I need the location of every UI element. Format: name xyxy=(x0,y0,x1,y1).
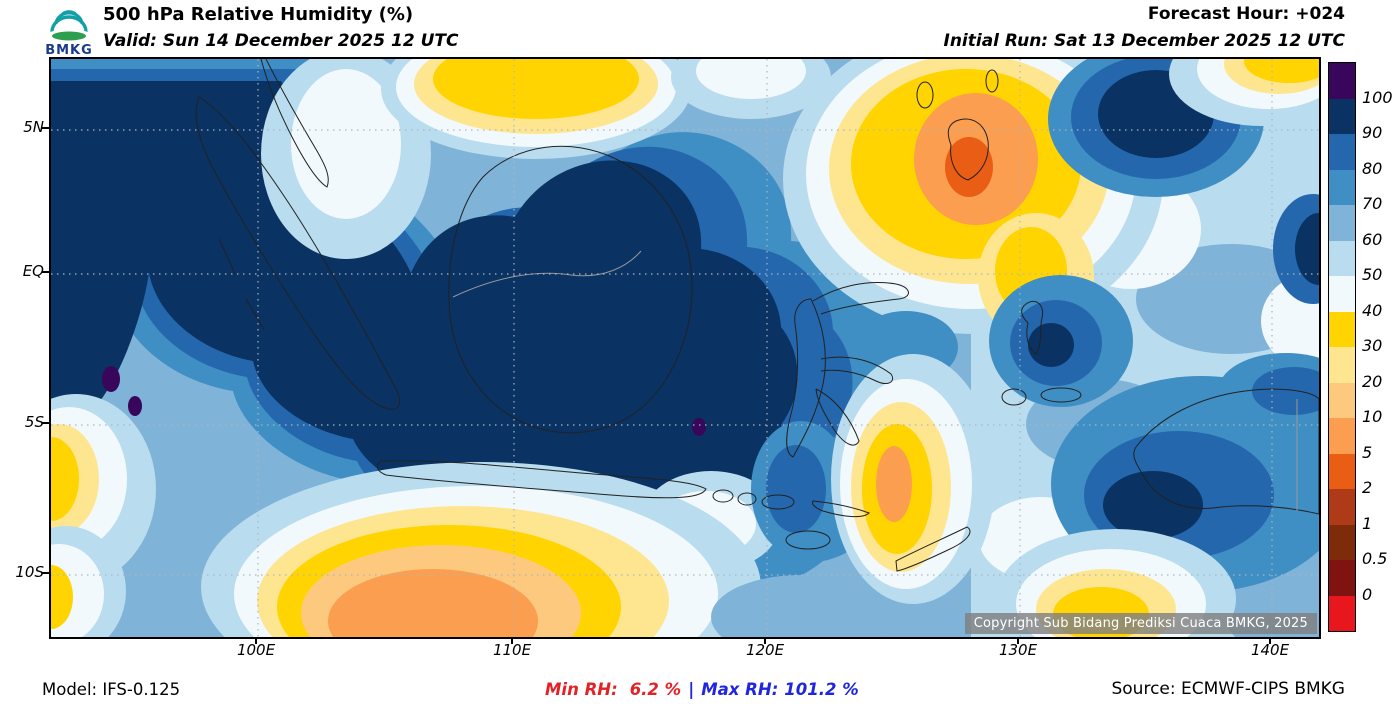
colorbar-segment xyxy=(1329,382,1355,418)
lat-label-5S: 5S xyxy=(24,413,44,431)
colorbar-label-30: 30 xyxy=(1362,336,1383,355)
lat-tick xyxy=(42,422,49,424)
colorbar-label-0: 0 xyxy=(1362,584,1373,604)
colorbar-segment xyxy=(1329,595,1355,631)
colorbar-segment xyxy=(1329,205,1355,241)
colorbar-label-50: 50 xyxy=(1362,265,1383,284)
lon-tick xyxy=(255,637,257,644)
lat-tick xyxy=(42,271,49,273)
lat-label-EQ: EQ xyxy=(22,262,44,280)
bmkg-logo-emblem xyxy=(48,10,90,41)
colorbar-segment xyxy=(1329,240,1355,276)
lat-tick xyxy=(42,572,49,574)
colorbar-segment xyxy=(1329,453,1355,489)
colorbar-label-60: 60 xyxy=(1362,229,1383,249)
lat-label-10S: 10S xyxy=(15,563,44,581)
colorbar-segment xyxy=(1329,489,1355,525)
page-title: 500 hPa Relative Humidity (%) xyxy=(103,4,414,25)
forecast-hour-label: Forecast Hour: +024 xyxy=(1147,4,1345,24)
colorbar-segment xyxy=(1329,347,1355,383)
colorbar-segment xyxy=(1329,524,1355,560)
colorbar-label-100: 100 xyxy=(1362,87,1393,107)
colorbar-label-20: 20 xyxy=(1362,371,1383,391)
lon-label-120E: 120E xyxy=(745,641,785,659)
header-right: Forecast Hour: +024 Initial Run: Sat 13 … xyxy=(944,4,1346,51)
colorbar-segment xyxy=(1329,418,1355,454)
lon-label-130E: 130E xyxy=(998,641,1038,659)
colorbar-segment xyxy=(1329,98,1355,134)
colorbar-label-80: 80 xyxy=(1362,158,1383,178)
min-rh-label: Min RH: xyxy=(545,680,618,699)
map-area: Copyright Sub Bidang Prediksi Cuaca BMKG… xyxy=(49,57,1321,639)
colorbar-label-70: 70 xyxy=(1362,194,1383,213)
lat-label-5N: 5N xyxy=(23,118,44,136)
humidity-field-map xyxy=(51,59,1319,637)
copyright-overlay: Copyright Sub Bidang Prediksi Cuaca BMKG… xyxy=(964,613,1317,634)
colorbar-label-40: 40 xyxy=(1362,300,1383,320)
bmkg-logo: BMKG xyxy=(40,2,98,58)
lon-tick xyxy=(1017,637,1019,644)
coastlines xyxy=(195,59,1319,572)
min-max-separator: | xyxy=(688,680,695,699)
initial-run-label: Initial Run: Sat 13 December 2025 12 UTC xyxy=(943,31,1346,51)
graticule-gridlines xyxy=(51,59,1319,637)
humidity-field xyxy=(51,59,1319,637)
lat-tick xyxy=(42,127,49,129)
colorbar-segment xyxy=(1329,276,1355,312)
colorbar-segment xyxy=(1329,169,1355,205)
country-borders xyxy=(452,250,1298,511)
bmkg-logo-text: BMKG xyxy=(45,43,93,58)
colorbar-label-90: 90 xyxy=(1362,123,1383,142)
min-rh-value: 6.2 % xyxy=(629,680,682,699)
colorbar-segment xyxy=(1329,63,1355,99)
max-rh-value: 101.2 % xyxy=(784,680,859,699)
colorbar-segment xyxy=(1329,560,1355,596)
min-max-stats: Min RH: 6.2 % | Max RH: 101.2 % xyxy=(545,680,859,699)
lon-tick xyxy=(1269,637,1271,644)
lon-label-110E: 110E xyxy=(492,641,532,659)
lon-label-100E: 100E xyxy=(236,641,276,659)
lon-tick xyxy=(511,637,513,644)
colorbar-segment xyxy=(1329,311,1355,347)
colorbar-label-1: 1 xyxy=(1362,513,1373,533)
source-label: Source: ECMWF-CIPS BMKG xyxy=(1111,679,1345,699)
colorbar-label-0.5: 0.5 xyxy=(1362,549,1388,568)
lon-label-140E: 140E xyxy=(1250,641,1290,659)
colorbar-label-10: 10 xyxy=(1362,407,1383,426)
lon-tick xyxy=(764,637,766,644)
colorbar-segment xyxy=(1329,134,1355,170)
colorbar xyxy=(1328,62,1356,632)
model-label: Model: IFS-0.125 xyxy=(42,680,181,699)
colorbar-label-2: 2 xyxy=(1362,478,1373,497)
colorbar-label-5: 5 xyxy=(1362,442,1373,462)
max-rh-label: Max RH: xyxy=(701,680,779,699)
valid-time-label: Valid: Sun 14 December 2025 12 UTC xyxy=(103,31,459,51)
